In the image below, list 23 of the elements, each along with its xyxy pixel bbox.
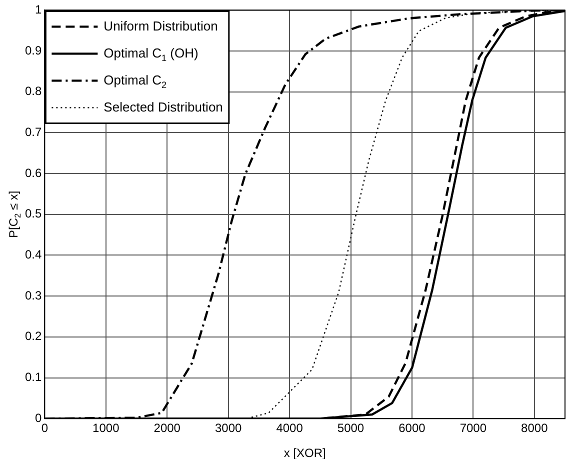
x-tick-label: 7000: [460, 421, 487, 436]
x-axis-title: x [XOR]: [284, 446, 326, 459]
y-tick-label: 0.1: [24, 370, 42, 384]
y-tick-label: 1: [34, 2, 42, 17]
x-tick-label: 5000: [337, 421, 364, 436]
legend-label: Uniform Distribution: [104, 18, 218, 34]
y-tick-label: 0.3: [24, 288, 42, 302]
y-tick-label: 0.5: [24, 206, 42, 221]
y-tick-label: 0.6: [24, 166, 42, 180]
x-tick-label: 8000: [521, 421, 548, 436]
x-tick-label: 1000: [92, 421, 120, 436]
x-tick-label: 3000: [214, 421, 242, 436]
y-tick-label: 0: [34, 410, 42, 425]
y-tick-label: 0.9: [24, 43, 42, 58]
y-tick-label: 0.2: [24, 329, 42, 344]
y-tick-label: 0.4: [24, 248, 42, 262]
x-tick-label: 2000: [154, 421, 181, 436]
y-tick-label: 0.7: [24, 125, 42, 140]
y-axis-title: P[C2 ≤ x]: [6, 190, 23, 238]
legend-label: Selected Distribution: [104, 99, 223, 114]
y-tick-label: 0.8: [24, 84, 42, 98]
x-tick-label: 4000: [276, 421, 304, 436]
x-tick-label: 6000: [398, 421, 426, 436]
